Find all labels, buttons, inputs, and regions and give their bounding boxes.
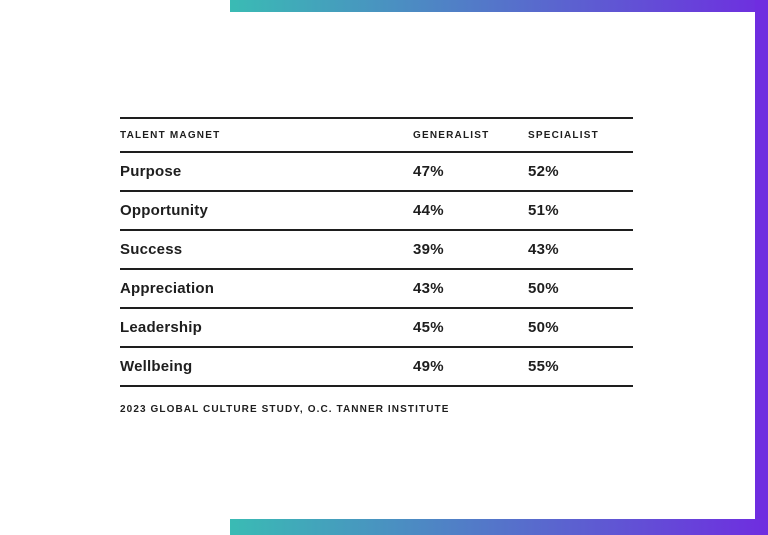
column-header-specialist: SPECIALIST (528, 129, 599, 141)
generalist-value: 45% (413, 319, 444, 336)
specialist-value: 43% (528, 241, 559, 258)
generalist-value: 47% (413, 163, 444, 180)
table-row: Leadership 45% 50% (120, 309, 633, 348)
table-row: Wellbeing 49% 55% (120, 348, 633, 387)
generalist-value: 39% (413, 241, 444, 258)
generalist-value: 49% (413, 358, 444, 375)
row-label: Appreciation (120, 280, 215, 297)
row-label: Opportunity (120, 202, 209, 219)
column-header-generalist: GENERALIST (413, 129, 490, 141)
table-row: Success 39% 43% (120, 231, 633, 270)
table-row: Opportunity 44% 51% (120, 192, 633, 231)
row-label: Wellbeing (120, 358, 193, 375)
table-row: Purpose 47% 52% (120, 153, 633, 192)
source-citation: 2023 GLOBAL CULTURE STUDY, O.C. TANNER I… (120, 404, 450, 415)
specialist-value: 50% (528, 319, 559, 336)
table-row: Appreciation 43% 50% (120, 270, 633, 309)
specialist-value: 50% (528, 280, 559, 297)
row-label: Purpose (120, 163, 182, 180)
right-accent-bar (755, 0, 768, 535)
top-gradient-bar (230, 0, 768, 12)
talent-magnet-table: TALENT MAGNET GENERALIST SPECIALIST Purp… (120, 117, 633, 387)
specialist-value: 55% (528, 358, 559, 375)
specialist-value: 51% (528, 202, 559, 219)
generalist-value: 44% (413, 202, 444, 219)
column-header-talent-magnet: TALENT MAGNET (120, 129, 221, 141)
row-label: Leadership (120, 319, 203, 336)
row-label: Success (120, 241, 183, 258)
specialist-value: 52% (528, 163, 559, 180)
bottom-gradient-bar (230, 519, 768, 535)
generalist-value: 43% (413, 280, 444, 297)
table-header-row: TALENT MAGNET GENERALIST SPECIALIST (120, 117, 633, 153)
